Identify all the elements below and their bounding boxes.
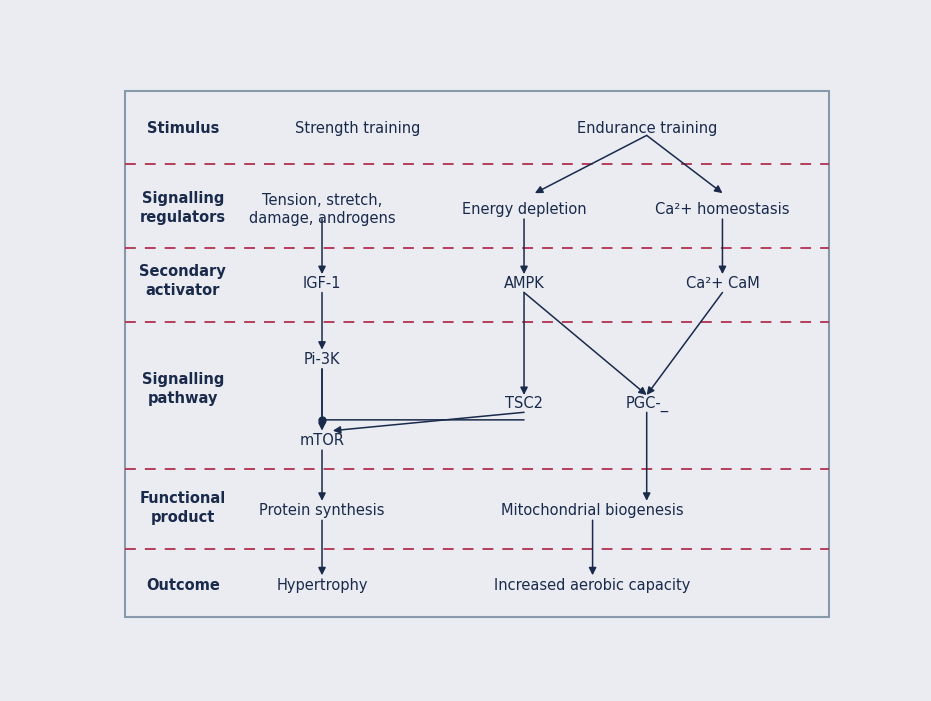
Text: Signalling
pathway: Signalling pathway: [142, 372, 224, 406]
FancyBboxPatch shape: [125, 90, 830, 618]
Text: Tension, stretch,
damage, androgens: Tension, stretch, damage, androgens: [249, 193, 396, 226]
Text: Energy depletion: Energy depletion: [462, 202, 587, 217]
Text: Protein synthesis: Protein synthesis: [259, 503, 385, 518]
Text: Mitochondrial biogenesis: Mitochondrial biogenesis: [501, 503, 684, 518]
Text: PGC-_: PGC-_: [625, 395, 668, 411]
Text: Strength training: Strength training: [295, 121, 421, 136]
Text: Secondary
activator: Secondary activator: [140, 264, 226, 298]
Text: TSC2: TSC2: [505, 396, 543, 411]
Text: AMPK: AMPK: [504, 276, 545, 292]
Text: Hypertrophy: Hypertrophy: [277, 578, 368, 592]
Text: IGF-1: IGF-1: [303, 276, 342, 292]
Text: Pi-3K: Pi-3K: [304, 352, 340, 367]
Text: mTOR: mTOR: [300, 433, 344, 448]
Text: Outcome: Outcome: [146, 578, 220, 592]
Text: Increased aerobic capacity: Increased aerobic capacity: [494, 578, 691, 592]
Text: Ca²+ CaM: Ca²+ CaM: [685, 276, 760, 292]
Text: Functional
product: Functional product: [140, 491, 226, 524]
Text: Stimulus: Stimulus: [146, 121, 219, 136]
Text: Signalling
regulators: Signalling regulators: [140, 191, 226, 225]
Text: Endurance training: Endurance training: [576, 121, 717, 136]
Text: Ca²+ homeostasis: Ca²+ homeostasis: [655, 202, 789, 217]
